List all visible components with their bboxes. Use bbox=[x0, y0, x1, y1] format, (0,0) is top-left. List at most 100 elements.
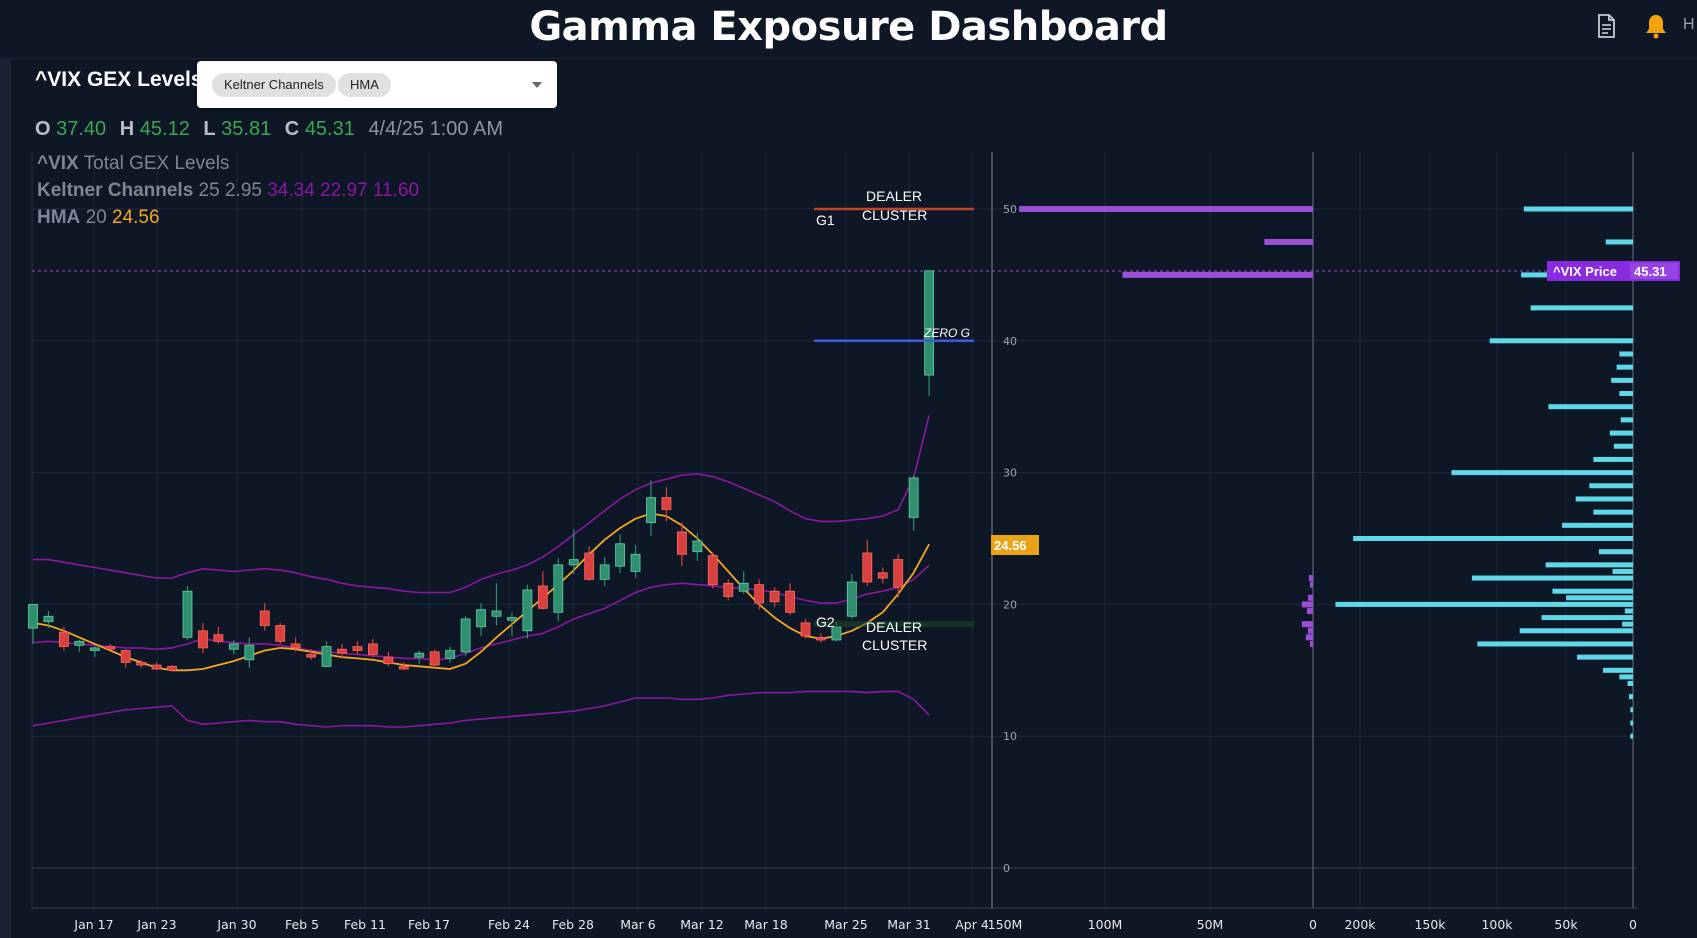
legend-keltner-period: 25 bbox=[198, 180, 220, 201]
candle-body bbox=[105, 646, 116, 650]
candle-body bbox=[877, 572, 888, 579]
chip-keltner-channels[interactable]: Keltner Channels bbox=[212, 73, 336, 97]
date-tick-label: Mar 6 bbox=[620, 917, 656, 932]
total-gex-bar bbox=[1305, 634, 1313, 641]
call-gex-bar bbox=[1577, 654, 1633, 660]
chevron-down-icon[interactable] bbox=[532, 82, 542, 88]
call-gex-bar bbox=[1593, 509, 1633, 515]
candle-body bbox=[800, 622, 811, 637]
candle-body bbox=[367, 643, 378, 655]
price-tag-value-bg bbox=[1630, 263, 1678, 279]
candle-body bbox=[306, 654, 317, 658]
candle-body bbox=[28, 604, 38, 629]
candle-body bbox=[228, 643, 239, 650]
total-gex-bar bbox=[1307, 594, 1313, 601]
total-gex-bar bbox=[1019, 206, 1313, 212]
chip-hma[interactable]: HMA bbox=[338, 73, 391, 97]
candles bbox=[28, 270, 934, 672]
call-gex-bar bbox=[1624, 608, 1633, 614]
total-gex-tick-label: 100M bbox=[1088, 917, 1123, 932]
candle-body bbox=[43, 615, 54, 622]
price-tag bbox=[1547, 261, 1680, 281]
date-tick-label: Mar 12 bbox=[680, 917, 723, 932]
total-gex-bar bbox=[1307, 627, 1313, 634]
call-gex-bar bbox=[1619, 391, 1633, 397]
total-gex-bar bbox=[1122, 271, 1313, 278]
call-gex-bar bbox=[1598, 549, 1633, 555]
legend-keltner-name: Keltner Channels bbox=[37, 180, 194, 201]
legend-title: ^VIX Total GEX Levels bbox=[37, 153, 229, 175]
call-gex-bar bbox=[1622, 621, 1633, 627]
user-menu-truncated[interactable]: H bbox=[1683, 16, 1695, 33]
top-bar: Gamma Exposure Dashboard H bbox=[0, 0, 1697, 59]
document-icon[interactable] bbox=[1592, 12, 1620, 40]
candle-body bbox=[213, 634, 224, 642]
call-gex-bar bbox=[1593, 456, 1633, 462]
call-gex-bar bbox=[1523, 206, 1633, 212]
legend-symbol: ^VIX bbox=[37, 153, 79, 174]
call-gex-bar bbox=[1602, 667, 1633, 673]
total-gex-bar bbox=[1301, 621, 1313, 628]
call-gex-tick-label: 200k bbox=[1344, 917, 1376, 932]
bell-icon[interactable] bbox=[1642, 12, 1670, 40]
candle-body bbox=[74, 640, 85, 646]
dealer-cluster-bottom-l1: DEALER bbox=[866, 619, 922, 635]
candle-body bbox=[692, 540, 703, 553]
price-axis: 0 10 20 30 40 50 bbox=[1003, 203, 1017, 875]
call-gex-bar bbox=[1575, 496, 1633, 502]
candle-body bbox=[537, 585, 548, 609]
call-gex-bar bbox=[1630, 733, 1633, 739]
hma-price-tag bbox=[991, 535, 1039, 555]
g2-label: G2 bbox=[816, 614, 835, 630]
candle-body bbox=[491, 610, 502, 617]
total-gex-bar bbox=[1264, 238, 1313, 245]
date-tick-label: Feb 11 bbox=[344, 917, 386, 932]
indicator-select[interactable]: Keltner Channels HMA bbox=[197, 61, 557, 108]
candle-body bbox=[89, 647, 100, 651]
call-gex-bar bbox=[1616, 364, 1633, 370]
call-gex-bar bbox=[1541, 615, 1633, 621]
legend-keltner: Keltner Channels 25 2.95 34.34 22.97 11.… bbox=[37, 180, 419, 202]
candle-body bbox=[414, 652, 425, 658]
keltner-channels bbox=[32, 415, 930, 728]
price-tick-label: 40 bbox=[1003, 335, 1017, 348]
candle-body bbox=[584, 552, 595, 580]
legend-title-text: Total GEX Levels bbox=[83, 153, 230, 174]
total-gex-bar bbox=[1309, 640, 1313, 647]
legend-keltner-upper: 34.34 bbox=[267, 180, 315, 201]
ohlc-low: 35.81 bbox=[221, 118, 272, 140]
call-gex-bar bbox=[1619, 351, 1633, 357]
ohlc-low-label: L bbox=[203, 118, 216, 140]
app-title: Gamma Exposure Dashboard bbox=[529, 4, 1168, 50]
date-tick-label: Feb 5 bbox=[285, 917, 319, 932]
candle-body bbox=[321, 646, 332, 667]
left-rail bbox=[0, 58, 11, 938]
call-gex-bar bbox=[1613, 443, 1633, 449]
call-gex-bar bbox=[1545, 562, 1633, 568]
ohlc-close: 45.31 bbox=[304, 118, 355, 140]
total-gex-tick-label: 150M bbox=[988, 917, 1023, 932]
total-gex-bars bbox=[1019, 206, 1313, 647]
dealer-cluster-top-l2: CLUSTER bbox=[862, 207, 927, 223]
legend-hma-name: HMA bbox=[37, 207, 81, 228]
candle-body bbox=[290, 643, 301, 649]
candle-body bbox=[553, 564, 564, 613]
candle-body bbox=[476, 609, 486, 628]
call-gex-bar bbox=[1451, 470, 1633, 476]
candle-body bbox=[136, 661, 147, 666]
date-tick-label: Jan 30 bbox=[216, 917, 256, 932]
price-tick-label: 30 bbox=[1003, 467, 1017, 480]
call-gex-bar bbox=[1335, 601, 1633, 607]
call-gex-bar bbox=[1605, 239, 1633, 245]
call-gex-bar bbox=[1619, 674, 1633, 680]
date-tick-label: Feb 28 bbox=[552, 917, 594, 932]
legend-hma: HMA 20 24.56 bbox=[37, 207, 160, 229]
legend-keltner-lower: 11.60 bbox=[372, 180, 420, 201]
candle-body bbox=[707, 555, 718, 586]
price-tick-label: 0 bbox=[1003, 862, 1010, 875]
candle-body bbox=[429, 651, 440, 666]
total-gex-tick-label: 0 bbox=[1309, 917, 1317, 932]
candle-body bbox=[352, 646, 363, 651]
date-tick-label: Jan 23 bbox=[136, 917, 176, 932]
